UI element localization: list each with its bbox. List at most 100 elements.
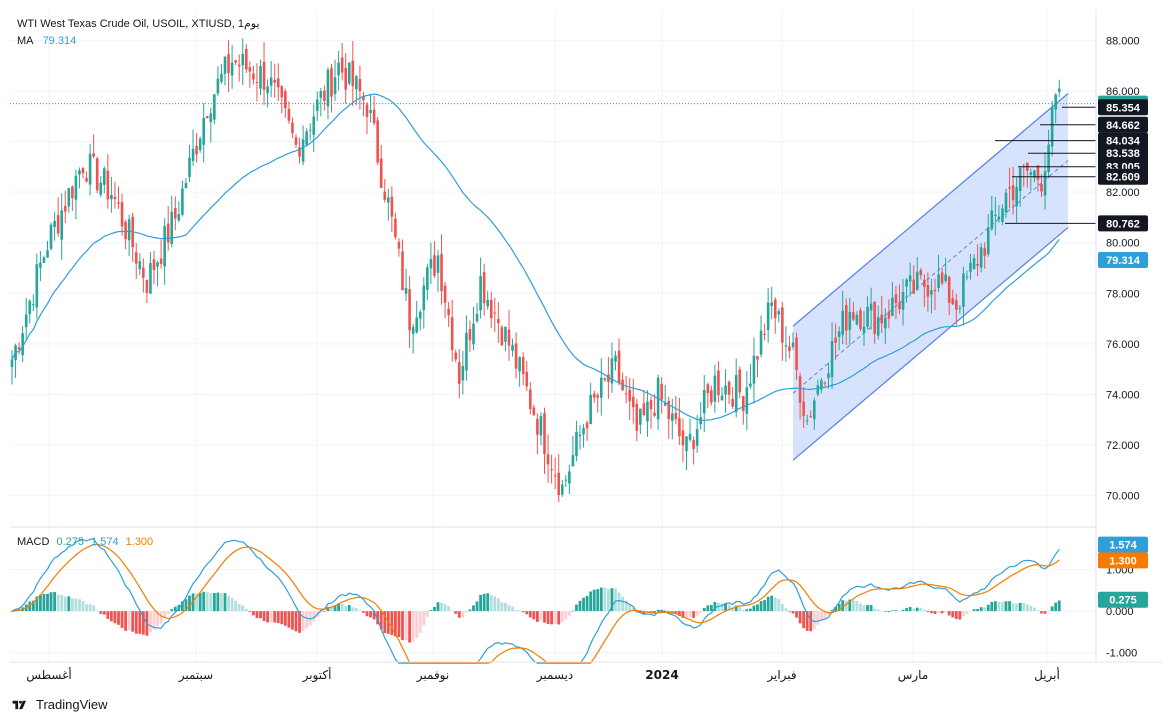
candle [923,274,926,307]
candle [422,276,426,329]
macd-hist-bar [653,611,656,614]
candle [596,392,600,413]
macd-hist-bar [181,601,184,612]
candle [972,254,976,270]
candle [802,387,805,428]
macd-hist-bar [209,593,213,612]
tradingview-logo[interactable]: TradingView [10,697,108,712]
candle [163,218,166,285]
candle [298,137,301,164]
candle [294,134,298,149]
macd-hist-bar [784,608,788,612]
macd-hist-bar [965,611,969,614]
macd-hist-bar [301,611,305,632]
candle [1004,188,1008,219]
macd-hist-bar [479,594,482,612]
candle [798,372,802,420]
price-tick-label: 72.000 [1106,440,1140,452]
channel-lower-line[interactable] [792,227,1069,461]
macd-hist-bar [489,595,493,612]
candle [660,377,663,414]
candle [78,167,81,189]
macd-tick-label: 0.000 [1106,606,1134,618]
candle [777,308,781,323]
moving-average-line [11,93,1060,421]
candle [695,415,699,453]
channel-upper-line[interactable] [792,92,1069,327]
candle [582,424,585,448]
macd-hist-bar [117,611,120,625]
price-channel[interactable] [792,92,1069,461]
candle [308,123,312,141]
macd-hist-bar [1018,602,1022,612]
macd-hist-bar [1008,601,1011,612]
macd-hist-bar [78,599,81,612]
macd-hist-bar [81,601,85,612]
candle [873,301,876,344]
macd-hist-bar [10,611,14,612]
macd-hist-bar [131,611,135,632]
macd-hist-bar [195,593,198,612]
candle [330,63,333,113]
candle [10,350,14,385]
macd-hist-bar [333,605,337,612]
macd-hist-bar [990,601,994,612]
candle [21,326,24,363]
time-tick-label: أبريل [1034,667,1060,683]
candle [855,311,859,326]
macd-hist-bar [326,606,330,612]
macd-hist-bar [969,611,972,612]
macd-hist-bar [230,598,234,612]
macd-hist-bar [986,604,990,612]
macd-hist-bar [376,611,380,625]
candle [702,375,706,432]
macd-legend[interactable]: MACD 0.275 1.574 1.300 [17,536,153,548]
candle [805,414,809,425]
macd-hist-bar [805,611,809,631]
macd-hist-bar [99,611,103,614]
macd-hist-bar [280,611,284,625]
svg-text:79.314: 79.314 [1106,255,1141,267]
time-tick-label: أكتوبر [302,667,332,683]
macd-hist-bar [802,611,806,629]
candle [642,389,646,417]
candle [95,156,99,194]
time-tick-label: أغسطس [26,667,71,683]
candle [220,64,223,84]
macd-hist-bar [433,606,436,612]
candle [759,315,763,358]
candle [181,180,184,217]
macd-hist-bar [241,605,245,612]
candle [813,397,816,430]
macd-hist-bar [841,600,845,612]
macd-hist-bar [702,608,706,612]
macd-hist-bar [539,611,543,621]
candle [468,320,472,352]
price-tick-label: 80.000 [1106,238,1140,250]
candle [159,239,163,269]
macd-hist-bar [898,610,901,612]
candle [724,369,727,413]
candle [252,65,255,85]
candle [223,56,227,86]
macd-hist-bar [997,601,1001,612]
candle [142,258,145,293]
svg-text:1.574: 1.574 [1109,540,1137,552]
candle [319,88,323,117]
macd-hist-bar [763,600,766,612]
candle [557,454,560,503]
candle [713,364,717,413]
ma-legend[interactable]: MA 79.314 [17,35,76,47]
macd-hist-bar [106,611,110,619]
time-tick-label: مارس [898,668,929,683]
candle [834,323,837,360]
macd-hist-bar [791,611,795,614]
candle [284,88,287,118]
candle [500,324,504,346]
candle [926,272,930,312]
macd-hist-bar [440,602,443,612]
macd-hist-bar [656,609,660,612]
macd-hist-bar [372,611,376,620]
candle [784,326,788,362]
